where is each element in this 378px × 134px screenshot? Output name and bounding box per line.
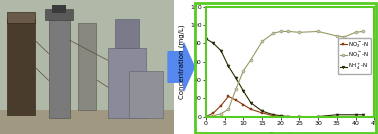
NO$_3^-$-N: [260, 41, 264, 42]
NH$_4^+$-N: [241, 90, 246, 92]
NO$_3^-$-N: [279, 31, 283, 32]
NO$_3^-$-N: [211, 115, 216, 116]
NO$_3^-$-N: [226, 108, 231, 110]
NH$_4^+$-N: [316, 116, 321, 117]
NO$_3^-$-N: [219, 113, 223, 115]
NO$_2^-$-N: [297, 116, 302, 117]
Bar: [108, 48, 146, 118]
Bar: [52, 5, 66, 13]
NH$_4^+$-N: [234, 77, 238, 79]
NO$_3^-$-N: [316, 31, 321, 32]
NO$_3^-$-N: [297, 31, 302, 33]
NO$_2^-$-N: [335, 116, 339, 117]
NO$_2^-$-N: [271, 115, 276, 116]
NO$_2^-$-N: [279, 116, 283, 117]
NH$_4^+$-N: [249, 102, 253, 104]
NH$_4^+$-N: [335, 114, 339, 116]
NH$_4^+$-N: [361, 114, 365, 116]
NO$_2^-$-N: [249, 108, 253, 110]
NO$_3^-$-N: [204, 116, 208, 117]
NH$_4^+$-N: [353, 114, 358, 116]
NO$_3^-$-N: [361, 31, 365, 32]
Bar: [49, 13, 70, 118]
NH$_4^+$-N: [204, 38, 208, 40]
NO$_2^-$-N: [234, 99, 238, 101]
NO$_3^-$-N: [249, 59, 253, 61]
Bar: [78, 23, 96, 110]
NH$_4^+$-N: [279, 115, 283, 116]
Bar: [45, 9, 73, 20]
NO$_2^-$-N: [226, 96, 231, 97]
NH$_4^+$-N: [271, 114, 276, 116]
NH$_4^+$-N: [219, 50, 223, 51]
NO$_2^-$-N: [204, 116, 208, 117]
Legend: NO$_2^-$-N, NO$_3^-$-N, NH$_4^+$-N: NO$_2^-$-N, NO$_3^-$-N, NH$_4^+$-N: [338, 38, 372, 75]
NO$_2^-$-N: [219, 105, 223, 106]
Bar: [7, 12, 35, 23]
Bar: [7, 19, 35, 115]
Line: NO$_3^-$-N: NO$_3^-$-N: [204, 30, 364, 118]
Bar: [115, 19, 139, 48]
NO$_2^-$-N: [316, 116, 321, 117]
NO$_3^-$-N: [234, 88, 238, 90]
Line: NO$_2^-$-N: NO$_2^-$-N: [205, 95, 364, 118]
Y-axis label: Concentration (mg/L): Concentration (mg/L): [178, 24, 184, 99]
NO$_3^-$-N: [286, 31, 291, 32]
NH$_4^+$-N: [286, 116, 291, 117]
NO$_2^-$-N: [353, 116, 358, 117]
FancyArrow shape: [168, 43, 195, 91]
NO$_3^-$-N: [335, 35, 339, 37]
NO$_2^-$-N: [241, 104, 246, 105]
Line: NH$_4^+$-N: NH$_4^+$-N: [204, 37, 364, 118]
NO$_2^-$-N: [361, 116, 365, 117]
NO$_3^-$-N: [271, 32, 276, 34]
NH$_4^+$-N: [260, 110, 264, 112]
X-axis label: Time (hours): Time (hours): [268, 131, 312, 134]
NO$_2^-$-N: [211, 112, 216, 114]
NO$_2^-$-N: [286, 116, 291, 117]
NO$_3^-$-N: [342, 36, 347, 38]
NH$_4^+$-N: [226, 65, 231, 67]
NH$_4^+$-N: [297, 116, 302, 117]
Bar: [129, 71, 163, 118]
NH$_4^+$-N: [211, 42, 216, 44]
NO$_2^-$-N: [260, 112, 264, 114]
NO$_3^-$-N: [241, 70, 246, 72]
NO$_3^-$-N: [353, 31, 358, 33]
Bar: [0, 110, 174, 134]
